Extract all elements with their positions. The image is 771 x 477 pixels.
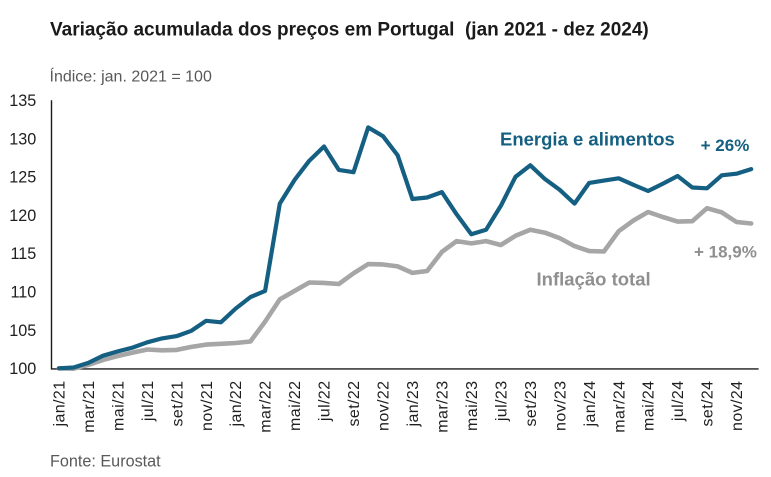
svg-text:set/22: set/22: [346, 381, 363, 427]
svg-text:+ 18,9%: + 18,9%: [694, 243, 757, 262]
svg-text:100: 100: [9, 360, 36, 378]
svg-text:mar/21: mar/21: [81, 381, 98, 433]
svg-text:jan/24: jan/24: [582, 381, 599, 428]
svg-text:110: 110: [10, 284, 36, 302]
svg-text:115: 115: [10, 245, 36, 263]
svg-text:125: 125: [9, 169, 36, 187]
svg-text:nov/24: nov/24: [729, 381, 746, 431]
svg-text:set/21: set/21: [169, 381, 186, 427]
svg-text:nov/22: nov/22: [376, 381, 393, 431]
svg-text:mar/24: mar/24: [611, 381, 628, 433]
svg-text:mai/23: mai/23: [464, 381, 481, 431]
svg-text:jul/22: jul/22: [317, 381, 334, 423]
svg-text:mai/21: mai/21: [110, 381, 127, 431]
svg-text:105: 105: [9, 322, 36, 340]
svg-text:set/24: set/24: [700, 381, 717, 427]
svg-text:jul/23: jul/23: [493, 381, 510, 423]
svg-text:jan/22: jan/22: [228, 381, 245, 428]
svg-text:mai/24: mai/24: [641, 381, 658, 431]
svg-text:130: 130: [9, 130, 36, 148]
svg-text:Fonte: Eurostat: Fonte: Eurostat: [50, 453, 161, 471]
svg-text:set/23: set/23: [523, 381, 540, 427]
svg-text:mar/22: mar/22: [258, 381, 275, 433]
svg-text:jul/21: jul/21: [140, 381, 157, 423]
svg-text:135: 135: [9, 92, 36, 110]
svg-text:+ 26%: + 26%: [701, 136, 750, 155]
svg-text:jan/23: jan/23: [405, 381, 422, 428]
svg-text:jul/24: jul/24: [670, 381, 687, 423]
svg-text:120: 120: [9, 207, 36, 225]
svg-text:nov/21: nov/21: [199, 381, 216, 431]
svg-text:Energia e alimentos: Energia e alimentos: [500, 128, 675, 149]
svg-text:Variação acumulada dos preços: Variação acumulada dos preços em Portuga…: [50, 20, 649, 41]
svg-text:mar/23: mar/23: [435, 381, 452, 433]
svg-text:Inflação total: Inflação total: [537, 269, 651, 290]
svg-text:mai/22: mai/22: [287, 381, 304, 431]
svg-text:Índice: jan. 2021 = 100: Índice: jan. 2021 = 100: [50, 67, 212, 86]
svg-text:jan/21: jan/21: [52, 381, 69, 428]
svg-text:nov/23: nov/23: [552, 381, 569, 431]
